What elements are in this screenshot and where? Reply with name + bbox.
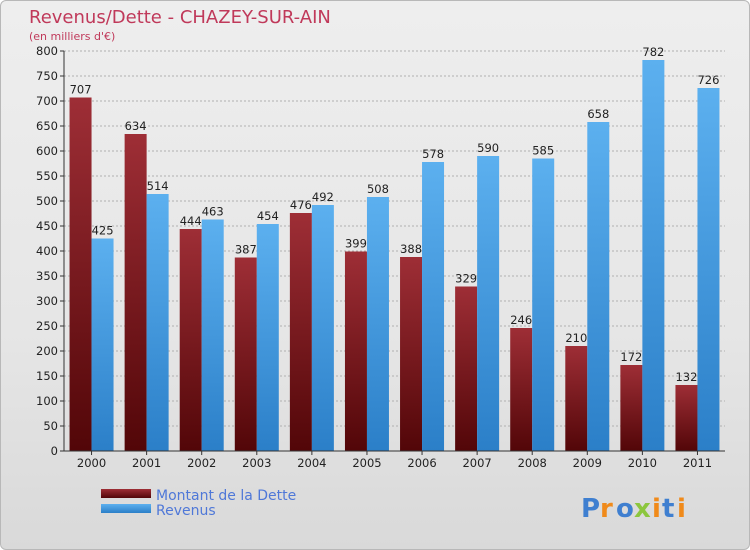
x-tick-label: 2009 <box>573 456 602 470</box>
bar-debt <box>510 328 533 451</box>
data-label: 782 <box>642 45 664 59</box>
data-label: 726 <box>697 73 719 87</box>
logo-letter: i <box>677 494 686 524</box>
bar-debt <box>620 365 643 451</box>
bar-revenus <box>697 88 720 451</box>
y-tick-label: 50 <box>43 419 58 433</box>
bar-debt <box>344 251 367 451</box>
logo-letter: t <box>662 494 674 524</box>
bar-revenus <box>642 60 665 451</box>
x-tick-label: 2003 <box>242 456 271 470</box>
bar-revenus <box>311 205 334 451</box>
legend-swatch-revenus <box>101 504 151 513</box>
y-tick-label: 100 <box>36 394 58 408</box>
y-tick-label: 450 <box>36 219 58 233</box>
legend-swatch-debt <box>101 489 151 498</box>
x-tick-label: 2000 <box>77 456 106 470</box>
x-tick-label: 2005 <box>352 456 381 470</box>
y-tick-label: 600 <box>36 144 58 158</box>
data-label: 399 <box>345 237 367 251</box>
y-tick-label: 800 <box>36 44 58 58</box>
y-tick-label: 300 <box>36 294 58 308</box>
y-tick-label: 500 <box>36 194 58 208</box>
data-label: 454 <box>257 209 279 223</box>
bar-revenus <box>366 197 389 451</box>
bar-revenus <box>146 194 169 451</box>
data-label: 707 <box>70 83 92 97</box>
y-tick-label: 750 <box>36 69 58 83</box>
bar-debt <box>675 385 698 451</box>
y-tick-label: 150 <box>36 369 58 383</box>
bar-debt <box>455 286 478 451</box>
y-tick-label: 350 <box>36 269 58 283</box>
bar-debt <box>69 97 92 451</box>
bar-revenus <box>587 122 610 451</box>
x-tick-label: 2011 <box>683 456 712 470</box>
bar-revenus <box>201 219 224 451</box>
bar-debt <box>565 346 588 451</box>
bar-debt <box>179 229 202 451</box>
x-tick-label: 2008 <box>518 456 547 470</box>
data-label: 329 <box>455 272 477 286</box>
data-label: 388 <box>400 242 422 256</box>
data-label: 508 <box>367 182 389 196</box>
y-tick-label: 550 <box>36 169 58 183</box>
data-label: 132 <box>675 370 697 384</box>
y-tick-label: 400 <box>36 244 58 258</box>
bar-revenus <box>422 162 445 451</box>
logo-letter: r <box>600 494 613 524</box>
data-label: 514 <box>147 179 169 193</box>
bar-debt <box>289 213 312 451</box>
data-label: 590 <box>477 141 499 155</box>
y-tick-label: 700 <box>36 94 58 108</box>
bar-revenus <box>256 224 279 451</box>
data-label: 585 <box>532 144 554 158</box>
data-label: 172 <box>620 350 642 364</box>
logo-letter: P <box>581 494 600 524</box>
bar-debt <box>124 134 147 451</box>
y-tick-label: 250 <box>36 319 58 333</box>
data-label: 634 <box>125 119 147 133</box>
chart-title: Revenus/Dette - CHAZEY-SUR-AIN <box>29 7 331 28</box>
legend-label-debt: Montant de la Dette <box>156 488 296 504</box>
x-axis-ticks: 2000 2001 2002 2003 2004 2005 2006 2007 2008 2009… <box>77 451 712 470</box>
data-label: 210 <box>565 331 587 345</box>
data-label: 387 <box>235 243 257 257</box>
data-label: 492 <box>312 190 334 204</box>
data-label: 658 <box>587 107 609 121</box>
x-tick-label: 2002 <box>187 456 216 470</box>
y-tick-label: 200 <box>36 344 58 358</box>
data-label: 476 <box>290 198 312 212</box>
proxiti-logo: P r o x i t i <box>581 494 686 524</box>
data-label: 463 <box>202 205 224 219</box>
y-axis-ticks: 0 50 100 150 200 250 300 350 400 450 500 550 600 650 7… <box>36 44 64 458</box>
bar-debt <box>234 257 257 451</box>
legend-label-revenus: Revenus <box>156 503 216 519</box>
bar-revenus <box>91 238 114 451</box>
logo-letter: i <box>652 494 661 524</box>
y-tick-label: 0 <box>51 444 58 458</box>
bar-debt <box>400 257 423 451</box>
x-tick-label: 2007 <box>462 456 491 470</box>
data-label: 425 <box>92 224 114 238</box>
bar-revenus <box>477 156 500 451</box>
y-tick-label: 650 <box>36 119 58 133</box>
logo-letter: o <box>616 494 634 524</box>
logo-letter: x <box>634 494 651 524</box>
x-tick-label: 2010 <box>628 456 657 470</box>
data-label: 578 <box>422 147 444 161</box>
x-tick-label: 2004 <box>297 456 326 470</box>
bar-revenus <box>532 158 555 451</box>
data-label: 246 <box>510 313 532 327</box>
chart-subtitle: (en milliers d'€) <box>29 30 115 43</box>
x-tick-label: 2006 <box>407 456 436 470</box>
data-label: 444 <box>180 214 202 228</box>
x-tick-label: 2001 <box>132 456 161 470</box>
